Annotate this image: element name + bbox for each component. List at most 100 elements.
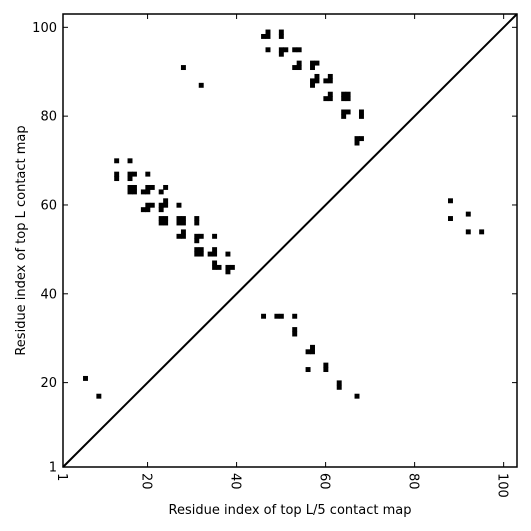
contact-point [310, 349, 315, 355]
contact-point [180, 233, 186, 239]
contact-point [83, 375, 88, 381]
contact-point [465, 211, 471, 217]
contact-point [194, 247, 200, 253]
y-tick-label: 100 [32, 21, 57, 36]
contact-point [176, 233, 182, 239]
contact-point [278, 33, 284, 39]
contact-point [194, 238, 200, 244]
contact-point [341, 91, 347, 97]
contact-point [145, 202, 151, 208]
contact-point [341, 96, 347, 102]
contact-point [149, 184, 155, 190]
x-tick-label: 20 [139, 473, 154, 490]
contact-point [314, 60, 320, 66]
contact-point [274, 313, 280, 319]
contact-point [180, 216, 186, 222]
y-tick-label: 1 [49, 461, 57, 476]
contact-point [158, 189, 164, 195]
contact-point [212, 260, 218, 266]
contact-point [265, 33, 271, 39]
contact-point [354, 393, 360, 399]
contact-point [194, 220, 200, 226]
contact-point [198, 82, 204, 88]
y-tick-label: 40 [40, 287, 57, 302]
contact-point [145, 171, 151, 177]
contact-point [194, 233, 200, 239]
contact-point [327, 91, 333, 97]
contact-point [448, 216, 453, 222]
contact-point [296, 47, 302, 53]
y-tick-label: 80 [40, 110, 57, 125]
contact-point [127, 184, 133, 190]
contact-point [292, 331, 298, 337]
contact-point [358, 113, 364, 119]
contact-point [176, 216, 182, 222]
contact-point [127, 176, 133, 182]
x-tick-label: 40 [228, 473, 243, 490]
x-tick-label: 80 [406, 473, 421, 490]
contact-point [158, 207, 164, 213]
y-axis-label: Residue index of top L contact map [14, 125, 29, 355]
x-tick-label: 60 [317, 473, 332, 490]
contact-point [314, 73, 320, 79]
contact-point [261, 313, 267, 319]
contact-point [479, 229, 485, 235]
contact-point [292, 47, 298, 53]
contact-point [176, 220, 182, 226]
contact-point [176, 202, 182, 208]
contact-point [278, 47, 284, 53]
contact-point [212, 264, 218, 270]
contact-point [305, 349, 311, 355]
contact-point [448, 198, 453, 204]
contact-point [292, 327, 298, 333]
contact-point [163, 202, 169, 208]
contact-point [341, 109, 347, 115]
contact-point [354, 140, 360, 146]
contact-point [278, 313, 284, 319]
contact-markers [83, 29, 485, 399]
contact-point [265, 47, 271, 53]
diagonal-line [62, 13, 518, 468]
contact-point [278, 29, 284, 35]
contact-point [296, 65, 302, 71]
contact-point [198, 247, 204, 253]
contact-point [127, 171, 133, 177]
plot-frame [62, 13, 518, 468]
contact-point [180, 65, 186, 71]
contact-point [327, 73, 333, 79]
contact-point [323, 362, 329, 368]
contact-point [212, 233, 218, 239]
contact-point [283, 47, 289, 53]
contact-point [229, 264, 235, 270]
x-tick-label: 100 [495, 473, 510, 498]
contact-point [114, 171, 120, 177]
contact-point [354, 136, 360, 142]
contact-point [180, 220, 186, 226]
contact-point [131, 189, 137, 195]
contact-point [345, 91, 351, 97]
contact-point [180, 229, 186, 235]
x-axis-ticks: 1 20 40 60 80 100 [54, 14, 510, 498]
contact-point [145, 189, 151, 195]
contact-point [212, 247, 218, 253]
contact-point [345, 96, 351, 102]
contact-point [323, 78, 329, 84]
contact-point [358, 109, 364, 115]
x-axis-label: Residue index of top L/5 contact map [169, 503, 412, 518]
contact-point [327, 78, 333, 84]
contact-point [216, 264, 222, 270]
x-tick-label: 1 [54, 473, 69, 481]
contact-point [225, 251, 231, 257]
contact-point [278, 51, 284, 57]
contact-point [131, 171, 137, 177]
contact-point [158, 202, 164, 208]
contact-point [292, 313, 298, 319]
contact-point [310, 60, 315, 66]
contact-point [310, 78, 315, 84]
contact-point [310, 344, 315, 350]
contact-point [140, 207, 146, 213]
contact-point [212, 251, 218, 257]
contact-point [127, 189, 133, 195]
contact-point [292, 65, 298, 71]
contact-point [323, 96, 329, 102]
